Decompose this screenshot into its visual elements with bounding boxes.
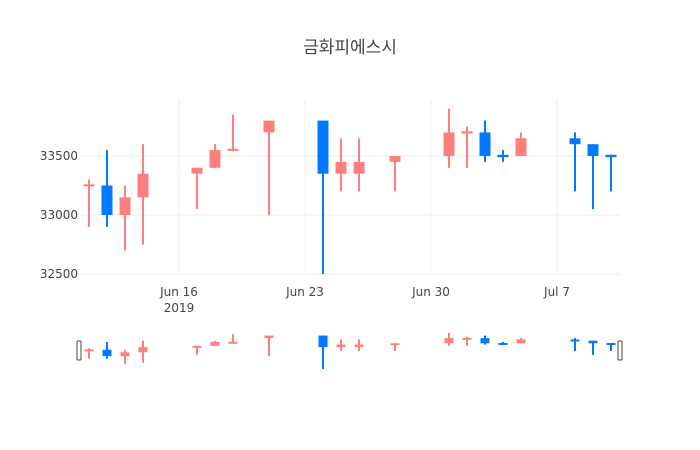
candle-body (444, 338, 454, 344)
candle-body (191, 167, 203, 174)
candle-body (587, 144, 599, 156)
candle-body (389, 156, 401, 162)
candle-body (462, 337, 472, 340)
candles (83, 108, 617, 274)
candle-body (570, 339, 580, 342)
range-slider[interactable] (76, 331, 623, 371)
candle-body (101, 185, 113, 215)
candle-body (569, 138, 581, 145)
candle-body (264, 335, 274, 339)
range-slider-bg (80, 331, 620, 371)
candle-body (479, 132, 491, 156)
candle-body (137, 173, 149, 198)
x-tick-year: 2019 (164, 301, 195, 315)
candle-body (480, 338, 490, 344)
candle-body (354, 344, 364, 348)
candle-body (461, 131, 473, 134)
x-tick-label: Jun 16 (159, 285, 198, 299)
y-axis: 32500 33000 33500 (40, 149, 78, 281)
range-slider-right-handle[interactable] (617, 340, 623, 361)
candle-body (515, 138, 527, 156)
candle-body (390, 343, 400, 346)
candle-body (335, 161, 347, 174)
candle-body (497, 154, 509, 158)
candle-body (192, 345, 202, 348)
y-tick-label: 33000 (40, 208, 78, 222)
x-axis: Jun 16 2019 Jun 23 Jun 30 Jul 7 (159, 285, 570, 315)
candle-body (516, 339, 526, 344)
candle-body (209, 150, 221, 168)
candle-body (606, 343, 616, 346)
candle-body (83, 184, 95, 187)
candle-body (84, 349, 94, 352)
y-tick-label: 32500 (40, 267, 78, 281)
x-tick-label: Jun 23 (285, 285, 324, 299)
candle-body (318, 335, 328, 348)
candle-body (336, 344, 346, 348)
candle-body (228, 341, 238, 344)
x-tick-label: Jun 30 (411, 285, 450, 299)
candle-body (227, 148, 239, 151)
chart-title: 금화피에스시 (303, 38, 397, 58)
y-tick-label: 33500 (40, 149, 78, 163)
candle-body (210, 342, 220, 346)
candle-body (263, 120, 275, 133)
gridlines (80, 100, 620, 275)
candle-body (605, 154, 617, 158)
candle-body (317, 120, 329, 174)
x-tick-label: Jul 7 (543, 285, 570, 299)
candle-body (443, 132, 455, 156)
candle-body (102, 349, 112, 357)
candle-body (588, 340, 598, 344)
candle-body (119, 197, 131, 215)
candle-body (353, 161, 365, 174)
range-slider-left-handle[interactable] (76, 340, 82, 361)
candle-body (498, 343, 508, 346)
candle-body (138, 347, 148, 353)
candle-body (120, 352, 130, 357)
